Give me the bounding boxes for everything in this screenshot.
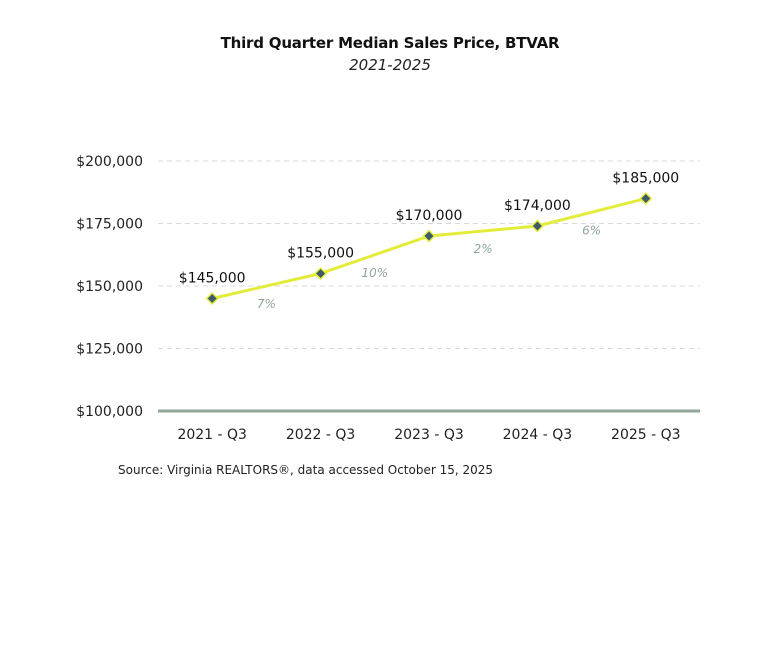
- data-point-marker: [530, 219, 544, 233]
- data-point-marker: [314, 266, 328, 281]
- y-tick-label: $200,000: [76, 154, 143, 170]
- data-label: $145,000: [179, 271, 246, 287]
- x-axis-ticks: 2021 - Q3 2022 - Q3 2023 - Q3 2024 - Q3 2025…: [177, 427, 680, 443]
- x-tick-label: 2021 - Q3: [177, 427, 247, 443]
- pct-change-label: 2%: [474, 242, 493, 256]
- y-tick-label: $175,000: [76, 217, 143, 233]
- chart-subtitle: 2021-2025: [349, 56, 431, 74]
- data-point-marker: [205, 291, 219, 306]
- pct-change-labels: 7% 10% 2% 6%: [257, 223, 601, 311]
- x-tick-label: 2025 - Q3: [611, 427, 681, 443]
- x-tick-label: 2023 - Q3: [394, 427, 464, 443]
- data-label: $170,000: [396, 208, 463, 224]
- data-point-marker: [639, 191, 653, 206]
- y-tick-label: $150,000: [76, 279, 143, 295]
- pct-change-label: 7%: [257, 297, 276, 311]
- source-note: Source: Virginia REALTORS®, data accesse…: [118, 463, 494, 477]
- pct-change-label: 6%: [582, 223, 601, 237]
- x-tick-label: 2022 - Q3: [286, 427, 356, 443]
- data-label: $155,000: [287, 246, 354, 262]
- data-labels: $145,000 $155,000 $170,000 $174,000 $185,000: [179, 171, 679, 287]
- data-label: $174,000: [504, 198, 571, 214]
- data-point-marker: [422, 229, 436, 243]
- markers: [205, 191, 653, 306]
- y-tick-label: $125,000: [76, 342, 143, 358]
- grid-lines: [158, 160, 700, 349]
- pct-change-label: 10%: [361, 266, 388, 280]
- y-tick-label: $100,000: [76, 404, 143, 420]
- chart-title: Third Quarter Median Sales Price, BTVAR: [220, 34, 560, 52]
- x-tick-label: 2024 - Q3: [503, 427, 573, 443]
- y-axis-ticks: $200,000 $175,000 $150,000 $125,000 $100,000: [76, 154, 143, 420]
- data-label: $185,000: [612, 171, 679, 187]
